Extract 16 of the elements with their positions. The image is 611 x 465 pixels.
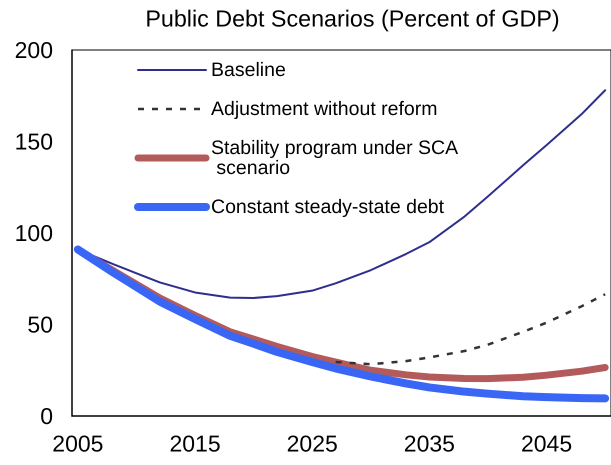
legend-label: Stability program under SCA scenario	[211, 137, 458, 179]
legend-label: Baseline	[211, 59, 286, 81]
y-tick-label: 200	[14, 37, 53, 63]
y-tick-label: 50	[27, 312, 53, 338]
legend-label: Constant steady-state debt	[211, 196, 445, 218]
y-tick-label: 0	[40, 403, 53, 429]
y-tick-label: 100	[14, 220, 53, 246]
legend-label: Adjustment without reform	[211, 98, 438, 120]
x-tick-label: 2045	[520, 430, 572, 456]
x-tick-label: 2005	[52, 430, 104, 456]
y-tick-label: 150	[14, 128, 53, 154]
x-tick-label: 2035	[404, 430, 455, 456]
x-tick-label: 2025	[286, 430, 338, 456]
chart-title: Public Debt Scenarios (Percent of GDP)	[145, 6, 560, 32]
x-tick-label: 2015	[169, 430, 221, 456]
line-series	[334, 293, 606, 366]
